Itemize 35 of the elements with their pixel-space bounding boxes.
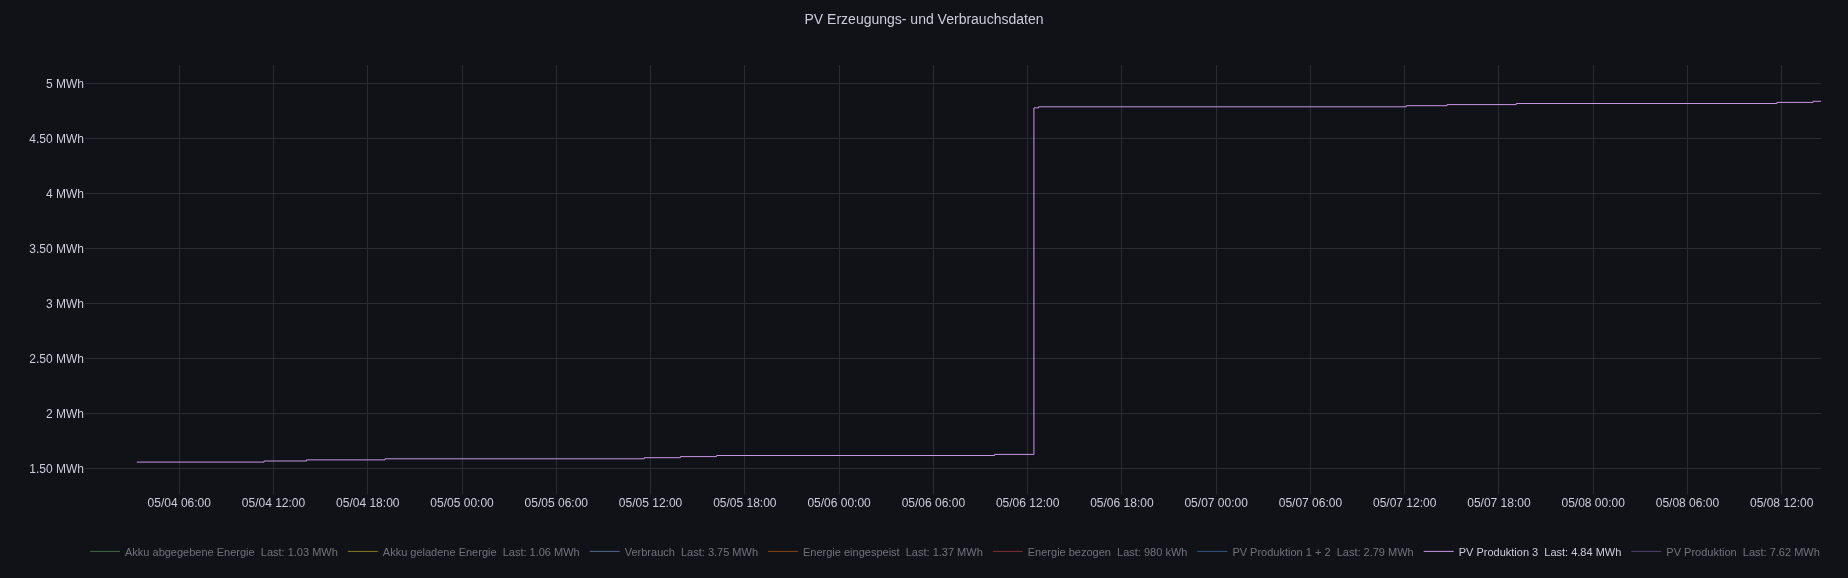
x-tick-label: 05/07 00:00 xyxy=(1184,496,1249,510)
x-tick-label: 05/06 06:00 xyxy=(901,496,966,510)
x-tick-label: 05/08 00:00 xyxy=(1561,496,1626,510)
legend-label: PV Produktion Last: 7.62 MWh xyxy=(1666,545,1820,558)
x-tick-label: 05/07 18:00 xyxy=(1467,496,1531,510)
x-tick-label: 05/05 12:00 xyxy=(618,496,683,510)
x-tick-label: 05/06 12:00 xyxy=(995,496,1060,510)
y-tick-label: 2.50 MWh xyxy=(29,351,84,366)
y-tick-label: 3.50 MWh xyxy=(29,241,84,256)
x-tick-label: 05/07 06:00 xyxy=(1278,496,1343,510)
x-tick-label: 05/07 12:00 xyxy=(1372,496,1437,510)
legend-label: PV Produktion 1 + 2 Last: 2.79 MWh xyxy=(1232,545,1414,558)
y-tick-label: 3 MWh xyxy=(45,296,84,311)
legend-label: Akku geladene Energie Last: 1.06 MWh xyxy=(382,545,580,558)
x-tick-label: 05/04 18:00 xyxy=(336,496,400,510)
legend-label: Akku abgegebene Energie Last: 1.03 MWh xyxy=(125,545,338,558)
x-tick-label: 05/05 06:00 xyxy=(524,496,589,510)
x-tick-label: 05/04 12:00 xyxy=(241,496,306,510)
x-tick-label: 05/05 00:00 xyxy=(430,496,495,510)
legend-label: PV Produktion 3 Last: 4.84 MWh xyxy=(1458,545,1622,558)
x-tick-label: 05/06 18:00 xyxy=(1090,496,1154,510)
x-tick-label: 05/04 06:00 xyxy=(147,496,212,510)
x-tick-label: 05/08 12:00 xyxy=(1750,496,1814,510)
y-tick-label: 4.50 MWh xyxy=(29,131,84,146)
x-tick-label: 05/05 18:00 xyxy=(713,496,777,510)
y-tick-label: 4 MWh xyxy=(45,186,84,201)
y-tick-label: 5 MWh xyxy=(45,76,84,91)
x-tick-label: 05/08 06:00 xyxy=(1655,496,1720,510)
legend-label: Verbrauch Last: 3.75 MWh xyxy=(624,545,759,558)
legend-label: Energie bezogen Last: 980 kWh xyxy=(1027,545,1188,558)
y-tick-label: 1.50 MWh xyxy=(29,461,84,476)
legend-label: Energie eingespeist Last: 1.37 MWh xyxy=(803,545,983,558)
y-tick-label: 2 MWh xyxy=(45,406,84,421)
x-tick-label: 05/06 00:00 xyxy=(807,496,872,510)
chart-title: PV Erzeugungs- und Verbrauchsdaten xyxy=(804,11,1044,28)
